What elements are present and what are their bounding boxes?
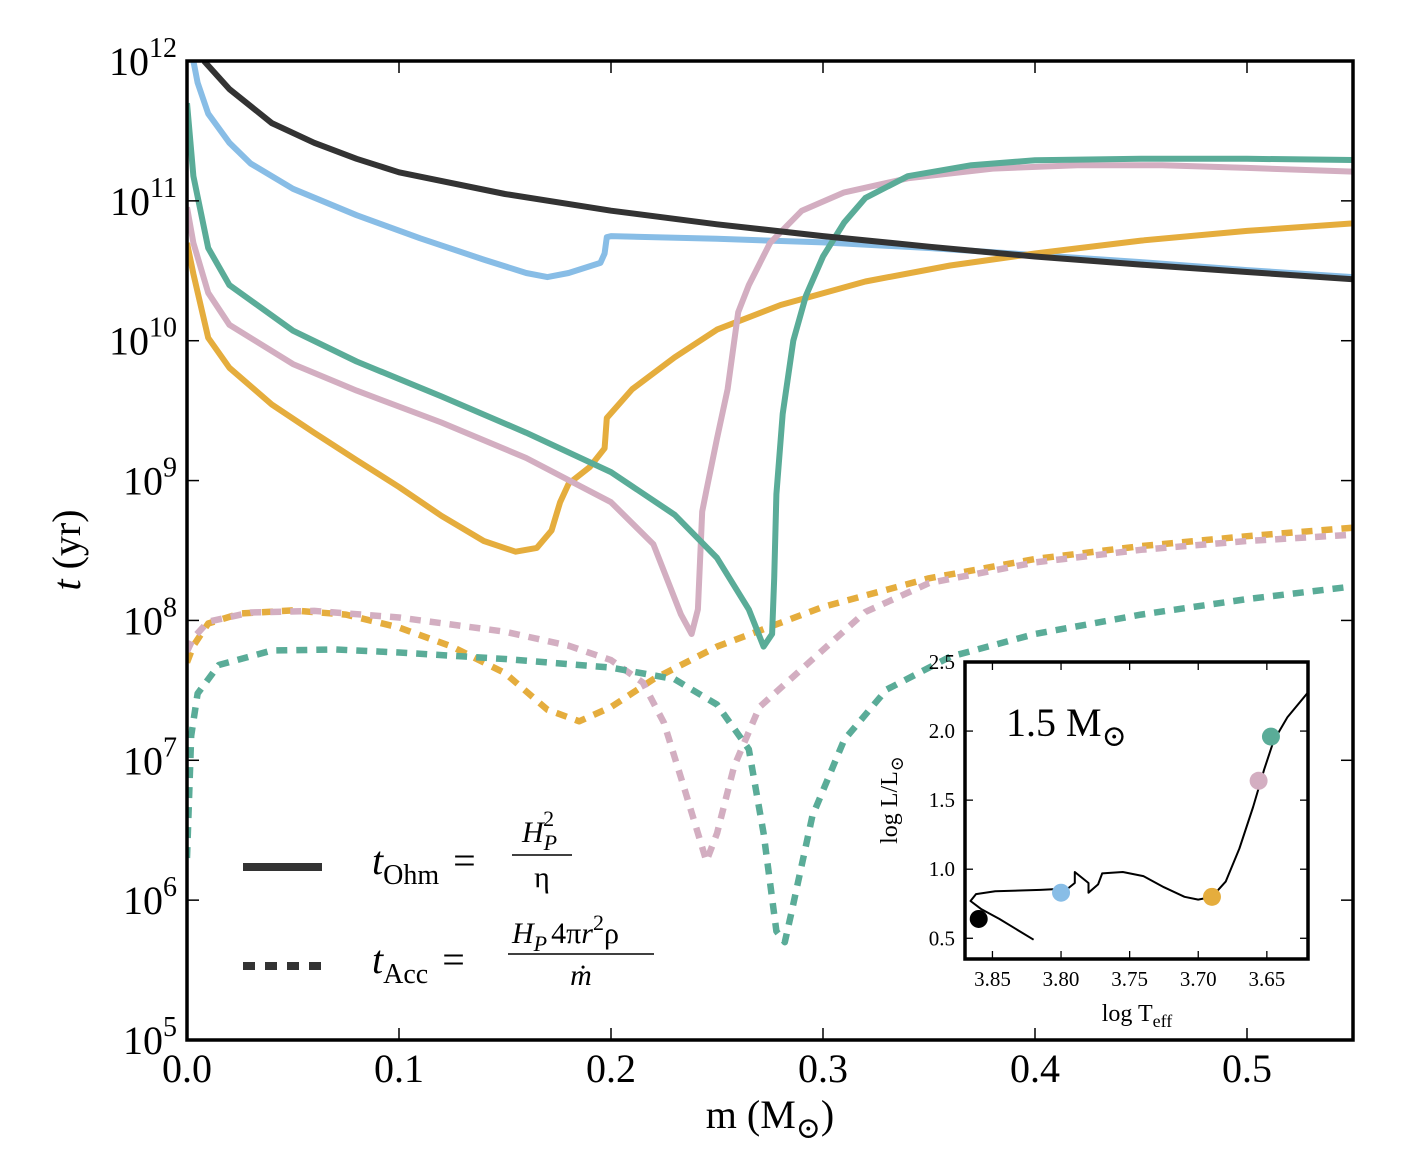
legend-ohm-numerator: HP2 bbox=[521, 806, 557, 855]
series-line-orange bbox=[187, 220, 1353, 555]
main-y-axis-label: t (yr) bbox=[44, 509, 89, 590]
y-tick-label: 107 bbox=[123, 732, 177, 783]
inset-y-tick-label: 1.0 bbox=[929, 857, 955, 881]
main-plot-series bbox=[187, 61, 1353, 946]
series-line-pink bbox=[187, 162, 1353, 637]
inset-x-axis-label: log Teff bbox=[1102, 1001, 1173, 1031]
inset-point-green bbox=[1261, 727, 1280, 746]
inset-plot-frame bbox=[963, 660, 1310, 961]
y-tick-label: 105 bbox=[123, 1012, 177, 1063]
inset-evolution-track bbox=[969, 691, 1308, 941]
series-line-green-acc bbox=[187, 583, 1353, 946]
x-tick-label: 0.0 bbox=[162, 1046, 212, 1091]
inset-x-tick-label: 3.85 bbox=[974, 967, 1011, 991]
inset-x-tick-label: 3.80 bbox=[1043, 967, 1080, 991]
inset-x-tick-label: 3.70 bbox=[1180, 967, 1217, 991]
series-line-green bbox=[187, 102, 1353, 650]
main-plot-frame bbox=[185, 59, 1355, 1042]
inset-point-blue bbox=[1052, 883, 1071, 902]
x-tick-label: 0.5 bbox=[1222, 1046, 1272, 1091]
legend-ohm-denominator: η bbox=[534, 861, 550, 894]
inset-y-tick-label: 0.5 bbox=[929, 926, 955, 950]
inset-point-black bbox=[969, 909, 988, 928]
y-tick-label: 108 bbox=[123, 592, 177, 643]
y-tick-label: 1010 bbox=[109, 313, 177, 364]
x-tick-label: 0.3 bbox=[798, 1046, 848, 1091]
legend-label-acc: tAcc = bbox=[372, 937, 465, 990]
inset-y-tick-label: 1.5 bbox=[929, 788, 955, 812]
series-line-black bbox=[201, 61, 1353, 283]
inset-hr-diagram: 3.85 3.80 3.75 3.70 3.65 0.5 1.0 1.5 2.0 2.5 1.5 … bbox=[877, 650, 1310, 1031]
inset-y-axis-label: log L/L⊙ bbox=[877, 756, 907, 844]
series-line-blue bbox=[190, 61, 1353, 281]
inset-background bbox=[965, 662, 1308, 959]
y-tick-label: 1011 bbox=[110, 173, 177, 224]
inset-point-orange bbox=[1202, 887, 1221, 906]
series-line-pink-acc bbox=[187, 531, 1353, 865]
main-axis-ticks: 0.0 0.1 0.2 0.3 0.4 0.5 105 106 107 108 109 1010 101… bbox=[109, 33, 1353, 1091]
y-tick-label: 106 bbox=[123, 872, 177, 923]
x-tick-label: 0.2 bbox=[586, 1046, 636, 1091]
legend-acc-denominator: ṁ bbox=[570, 959, 592, 992]
y-tick-label: 1012 bbox=[109, 33, 177, 84]
y-tick-label: 109 bbox=[123, 453, 177, 504]
inset-x-tick-label: 3.75 bbox=[1111, 967, 1148, 991]
inset-y-tick-label: 2.0 bbox=[929, 719, 955, 743]
series-line-orange-acc bbox=[187, 524, 1353, 725]
inset-point-pink bbox=[1249, 771, 1268, 790]
x-tick-label: 0.1 bbox=[374, 1046, 424, 1091]
legend-label-ohm: tOhm = bbox=[372, 838, 476, 891]
inset-axis-ticks: 3.85 3.80 3.75 3.70 3.65 0.5 1.0 1.5 2.0 2.5 bbox=[929, 650, 1308, 991]
inset-mass-annotation: 1.5 M⊙ bbox=[1006, 700, 1127, 753]
main-x-axis-label: m (M⊙) bbox=[706, 1092, 834, 1145]
legend: tOhm = HP2 η tAcc = HP 4πr2ρ ṁ bbox=[243, 806, 654, 992]
x-tick-label: 0.4 bbox=[1010, 1046, 1060, 1091]
inset-x-tick-label: 3.65 bbox=[1248, 967, 1285, 991]
inset-plot-series bbox=[969, 691, 1308, 941]
legend-acc-numerator: HP 4πr2ρ bbox=[511, 910, 619, 956]
inset-y-tick-label: 2.5 bbox=[929, 650, 955, 674]
